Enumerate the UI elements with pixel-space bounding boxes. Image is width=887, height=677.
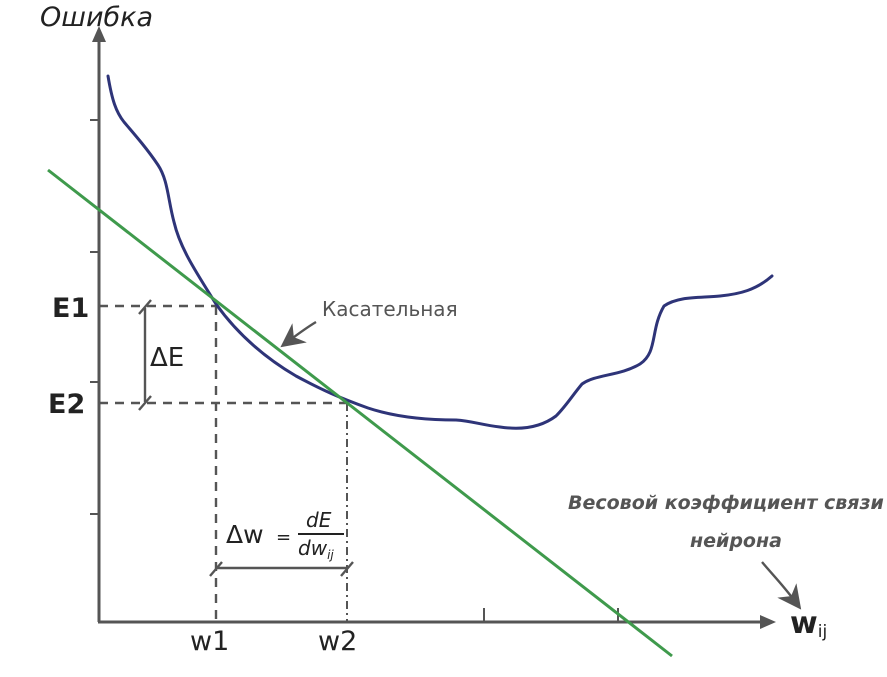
y-axis-label: Ошибка — [40, 2, 153, 33]
formula-numerator: dE — [306, 508, 332, 532]
x-axis-arrow-icon — [760, 615, 776, 629]
w2-label: w2 — [318, 626, 357, 657]
formula-denominator: dwij — [298, 536, 334, 562]
weight-note-line1: Весовой коэффициент связи — [568, 492, 884, 514]
formula-equals: = — [276, 527, 291, 548]
formula-denominator-sub: ij — [327, 548, 334, 562]
delta-e-label: ΔE — [150, 343, 184, 373]
tangent-pointer-arrow-icon — [280, 320, 317, 348]
x-axis-label-main: w — [790, 606, 818, 641]
tangent-line — [47, 168, 673, 658]
guide-lines — [99, 304, 348, 622]
error-curve — [106, 74, 774, 430]
weight-pointer-arrow-icon — [761, 561, 802, 610]
x-axis-label: wij — [790, 606, 827, 642]
formula-lhs: Δw — [226, 520, 264, 549]
delta-w-bracket — [209, 561, 354, 577]
tangent-label: Касательная — [322, 297, 458, 321]
w1-label: w1 — [190, 626, 229, 657]
formula-denominator-main: dw — [298, 536, 328, 560]
delta-e-bracket — [138, 299, 152, 411]
y-axis-arrow-icon — [92, 26, 106, 42]
e2-label: E2 — [48, 389, 85, 420]
delta-w-formula: Δw = dE dwij — [226, 508, 344, 562]
e1-label: E1 — [52, 293, 89, 324]
weight-note-line2: нейрона — [690, 530, 782, 552]
x-axis-label-sub: ij — [818, 622, 827, 642]
axes — [92, 26, 776, 629]
